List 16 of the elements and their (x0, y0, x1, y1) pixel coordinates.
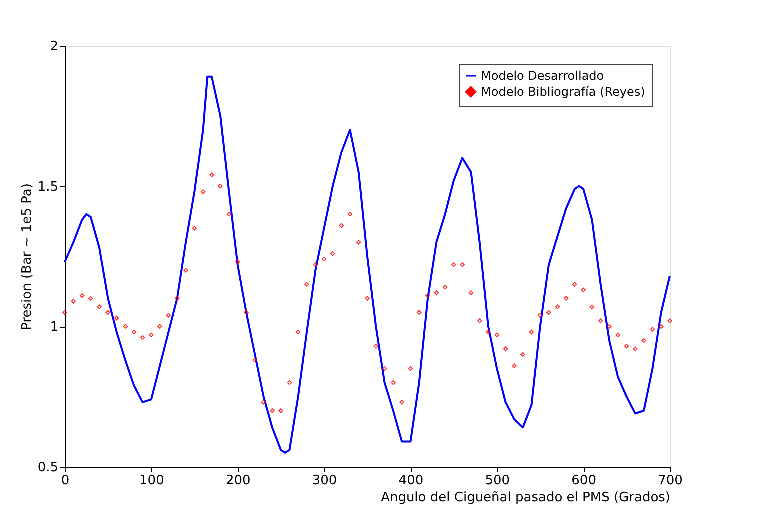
x-tick-label: 100 (140, 474, 164, 488)
x-tick-label: 600 (572, 474, 596, 488)
x-tick-label: 0 (61, 474, 70, 488)
y-axis-title: Presion (Bar ~ 1e5 Pa) (20, 184, 35, 330)
y-tick-label: 1 (50, 320, 58, 336)
x-tick-label: 400 (398, 474, 424, 488)
x-axis-title: Angulo del Cigueñal pasado el PMS (Grados) (381, 490, 670, 506)
y-tick-label: 2 (50, 40, 58, 54)
x-tick-label: 300 (312, 474, 338, 488)
x-tick-label: 700 (658, 474, 683, 488)
x-tick-label: 500 (485, 474, 510, 488)
y-tick-label: 1.5 (38, 180, 58, 195)
y-tick-label: 0.5 (38, 460, 58, 476)
legend-label: Modelo Bibliografía (Reyes) (481, 85, 646, 99)
legend-label: Modelo Desarrollado (481, 69, 604, 83)
x-tick-label: 200 (226, 474, 251, 488)
